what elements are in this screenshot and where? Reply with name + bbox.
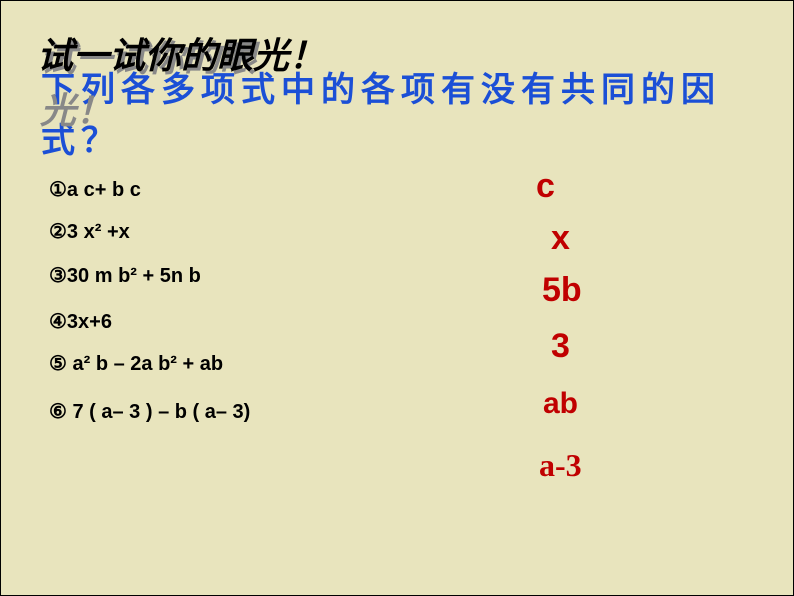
list-item: ①a c+ b c: [49, 177, 141, 202]
title-text: 试一试你的眼光！: [37, 27, 325, 79]
list-item: ③30 m b² + 5n b: [49, 263, 201, 288]
list-item: ⑤ a² b – 2a b² + ab: [49, 351, 223, 376]
list-item: ④3x+6: [49, 309, 112, 334]
list-item: ②3 x² +x: [49, 219, 130, 244]
answer-text: 5b: [542, 271, 582, 310]
title-container: 试一试你的眼光！ 试一试你的眼光！: [37, 27, 325, 79]
answer-text: 3: [551, 327, 570, 366]
list-item: ⑥ 7 ( a– 3 ) – b ( a– 3): [49, 399, 250, 424]
answer-text: ab: [543, 387, 578, 421]
answer-text: c: [536, 167, 555, 206]
answer-text: x: [551, 219, 570, 258]
answer-text: a-3: [539, 447, 582, 484]
